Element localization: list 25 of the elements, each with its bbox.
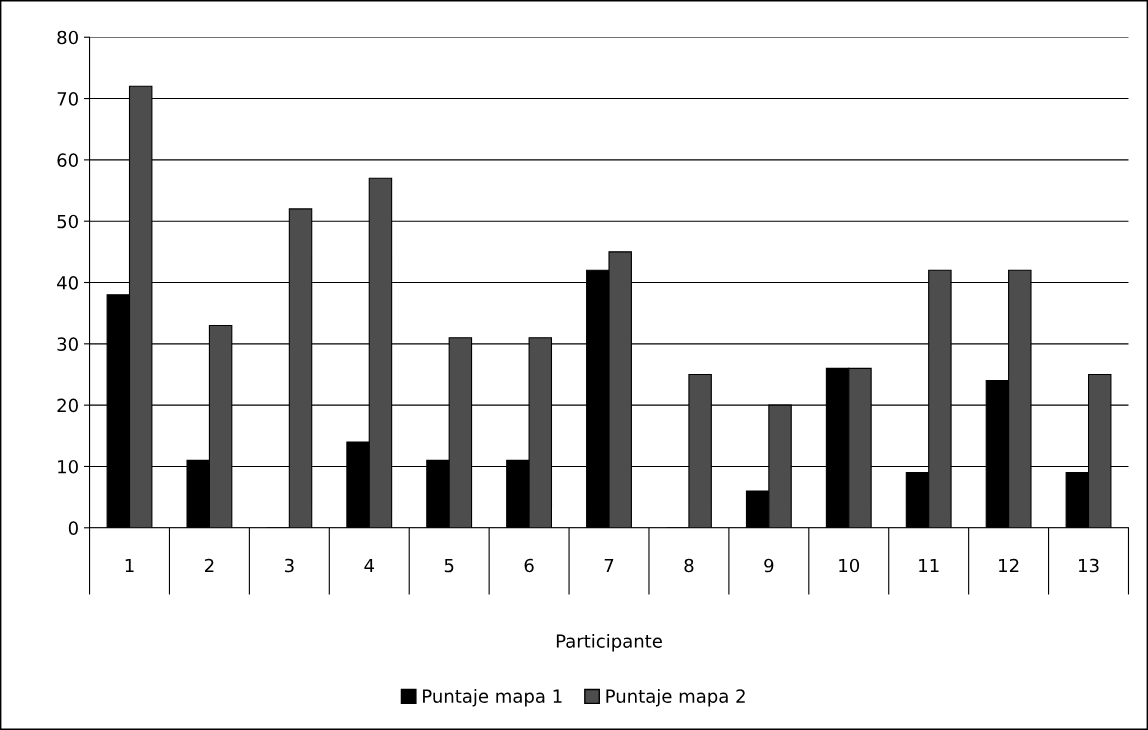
x-tick-label: 9 — [764, 558, 774, 573]
y-tick-label: 40 — [57, 275, 78, 290]
legend-label: Puntaje mapa 1 — [423, 688, 562, 707]
x-axis-title: Participante — [556, 633, 662, 652]
x-tick-label: 8 — [684, 558, 694, 573]
y-tick-label: 10 — [58, 459, 78, 474]
y-tick-label: 0 — [68, 521, 78, 535]
x-tick-label: 1 — [125, 558, 134, 573]
x-tick-label: 12 — [999, 558, 1019, 573]
x-tick-label: 11 — [919, 558, 939, 573]
x-tick-label: 6 — [524, 558, 534, 573]
y-tick-label: 70 — [57, 92, 78, 106]
x-tick-label: 4 — [364, 558, 374, 573]
x-tick-label: 5 — [444, 558, 454, 573]
x-tick-label: 3 — [284, 558, 294, 573]
x-tick-label: 13 — [1079, 558, 1099, 573]
x-tick-label: 7 — [604, 558, 614, 573]
x-tick-label: 10 — [839, 558, 860, 573]
y-tick-label: 50 — [57, 214, 78, 229]
x-tick-label: 2 — [205, 558, 214, 573]
y-tick-label: 30 — [57, 337, 78, 351]
legend-label: Puntaje mapa 2 — [606, 688, 745, 707]
y-tick-label: 60 — [57, 153, 78, 167]
y-tick-label: 20 — [57, 398, 78, 413]
y-tick-label: 80 — [57, 30, 78, 45]
